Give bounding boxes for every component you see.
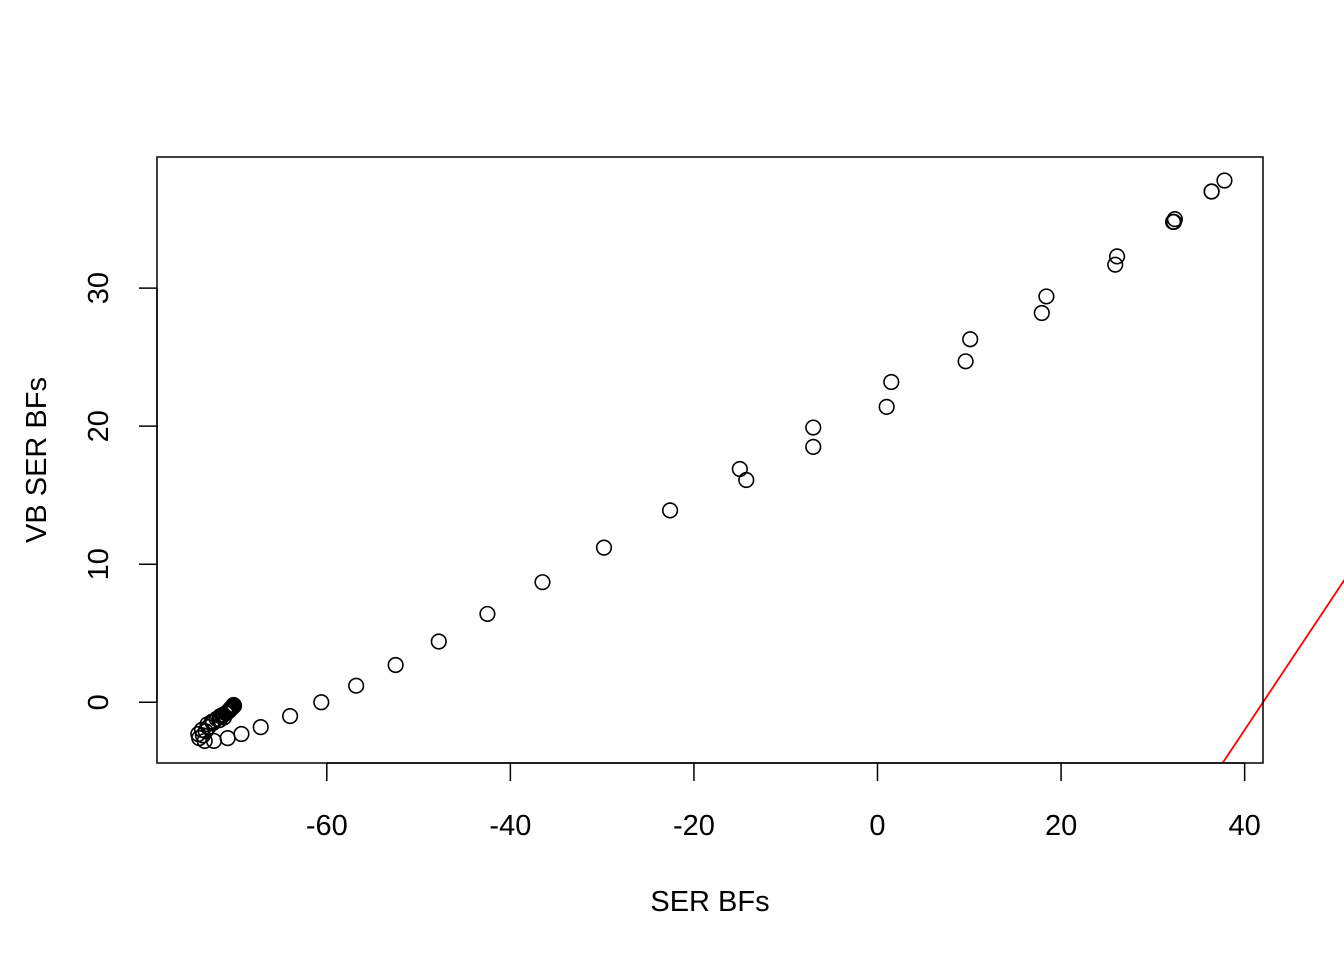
data-point [595, 539, 613, 556]
data-point [957, 353, 974, 370]
data-point [805, 419, 822, 436]
data-point [1108, 248, 1126, 265]
data-point [221, 701, 238, 718]
data-point [962, 331, 979, 348]
data-point [313, 694, 330, 711]
data-point [430, 633, 447, 650]
y-tick-label: 0 [83, 694, 115, 710]
data-point [1216, 172, 1233, 189]
data-point [252, 719, 269, 736]
data-point [194, 727, 211, 744]
data-point [233, 725, 250, 743]
y-tick-label: 10 [83, 548, 115, 580]
y-tick-label: 30 [83, 272, 115, 304]
data-point [1038, 288, 1055, 305]
x-tick-label: -40 [489, 810, 531, 842]
y-tick-label: 20 [83, 410, 115, 442]
x-tick-label: 0 [869, 810, 885, 842]
data-point [534, 574, 551, 591]
x-axis-label: SER BFs [650, 886, 769, 918]
x-tick-label: -20 [673, 810, 715, 842]
reference-line [1221, 578, 1344, 764]
data-point [878, 398, 895, 415]
data-point [1033, 304, 1050, 322]
points-layer [190, 172, 1233, 750]
data-point [731, 460, 748, 478]
reference-line-layer [1221, 578, 1344, 764]
x-tick-label: -60 [306, 810, 348, 842]
data-point [479, 605, 496, 623]
data-point [348, 677, 365, 694]
data-point [1107, 256, 1124, 273]
x-tick-label: 20 [1045, 810, 1077, 842]
data-point [225, 696, 242, 714]
data-point [661, 502, 679, 519]
data-point [805, 438, 822, 455]
plot-frame [156, 156, 1264, 764]
y-axis: 0 10 20 30 [83, 272, 158, 710]
data-point [200, 719, 217, 736]
x-axis: -60 -40 -20 0 20 40 [306, 762, 1261, 842]
x-tick-label: 40 [1229, 810, 1261, 842]
data-point [1164, 213, 1182, 230]
data-point [219, 730, 236, 747]
data-point [883, 373, 900, 391]
y-axis-label: VB SER BFs [21, 377, 53, 543]
data-point [1203, 183, 1220, 200]
data-point [738, 471, 755, 489]
data-point [387, 656, 404, 674]
data-point [281, 707, 299, 725]
data-point [197, 723, 214, 740]
